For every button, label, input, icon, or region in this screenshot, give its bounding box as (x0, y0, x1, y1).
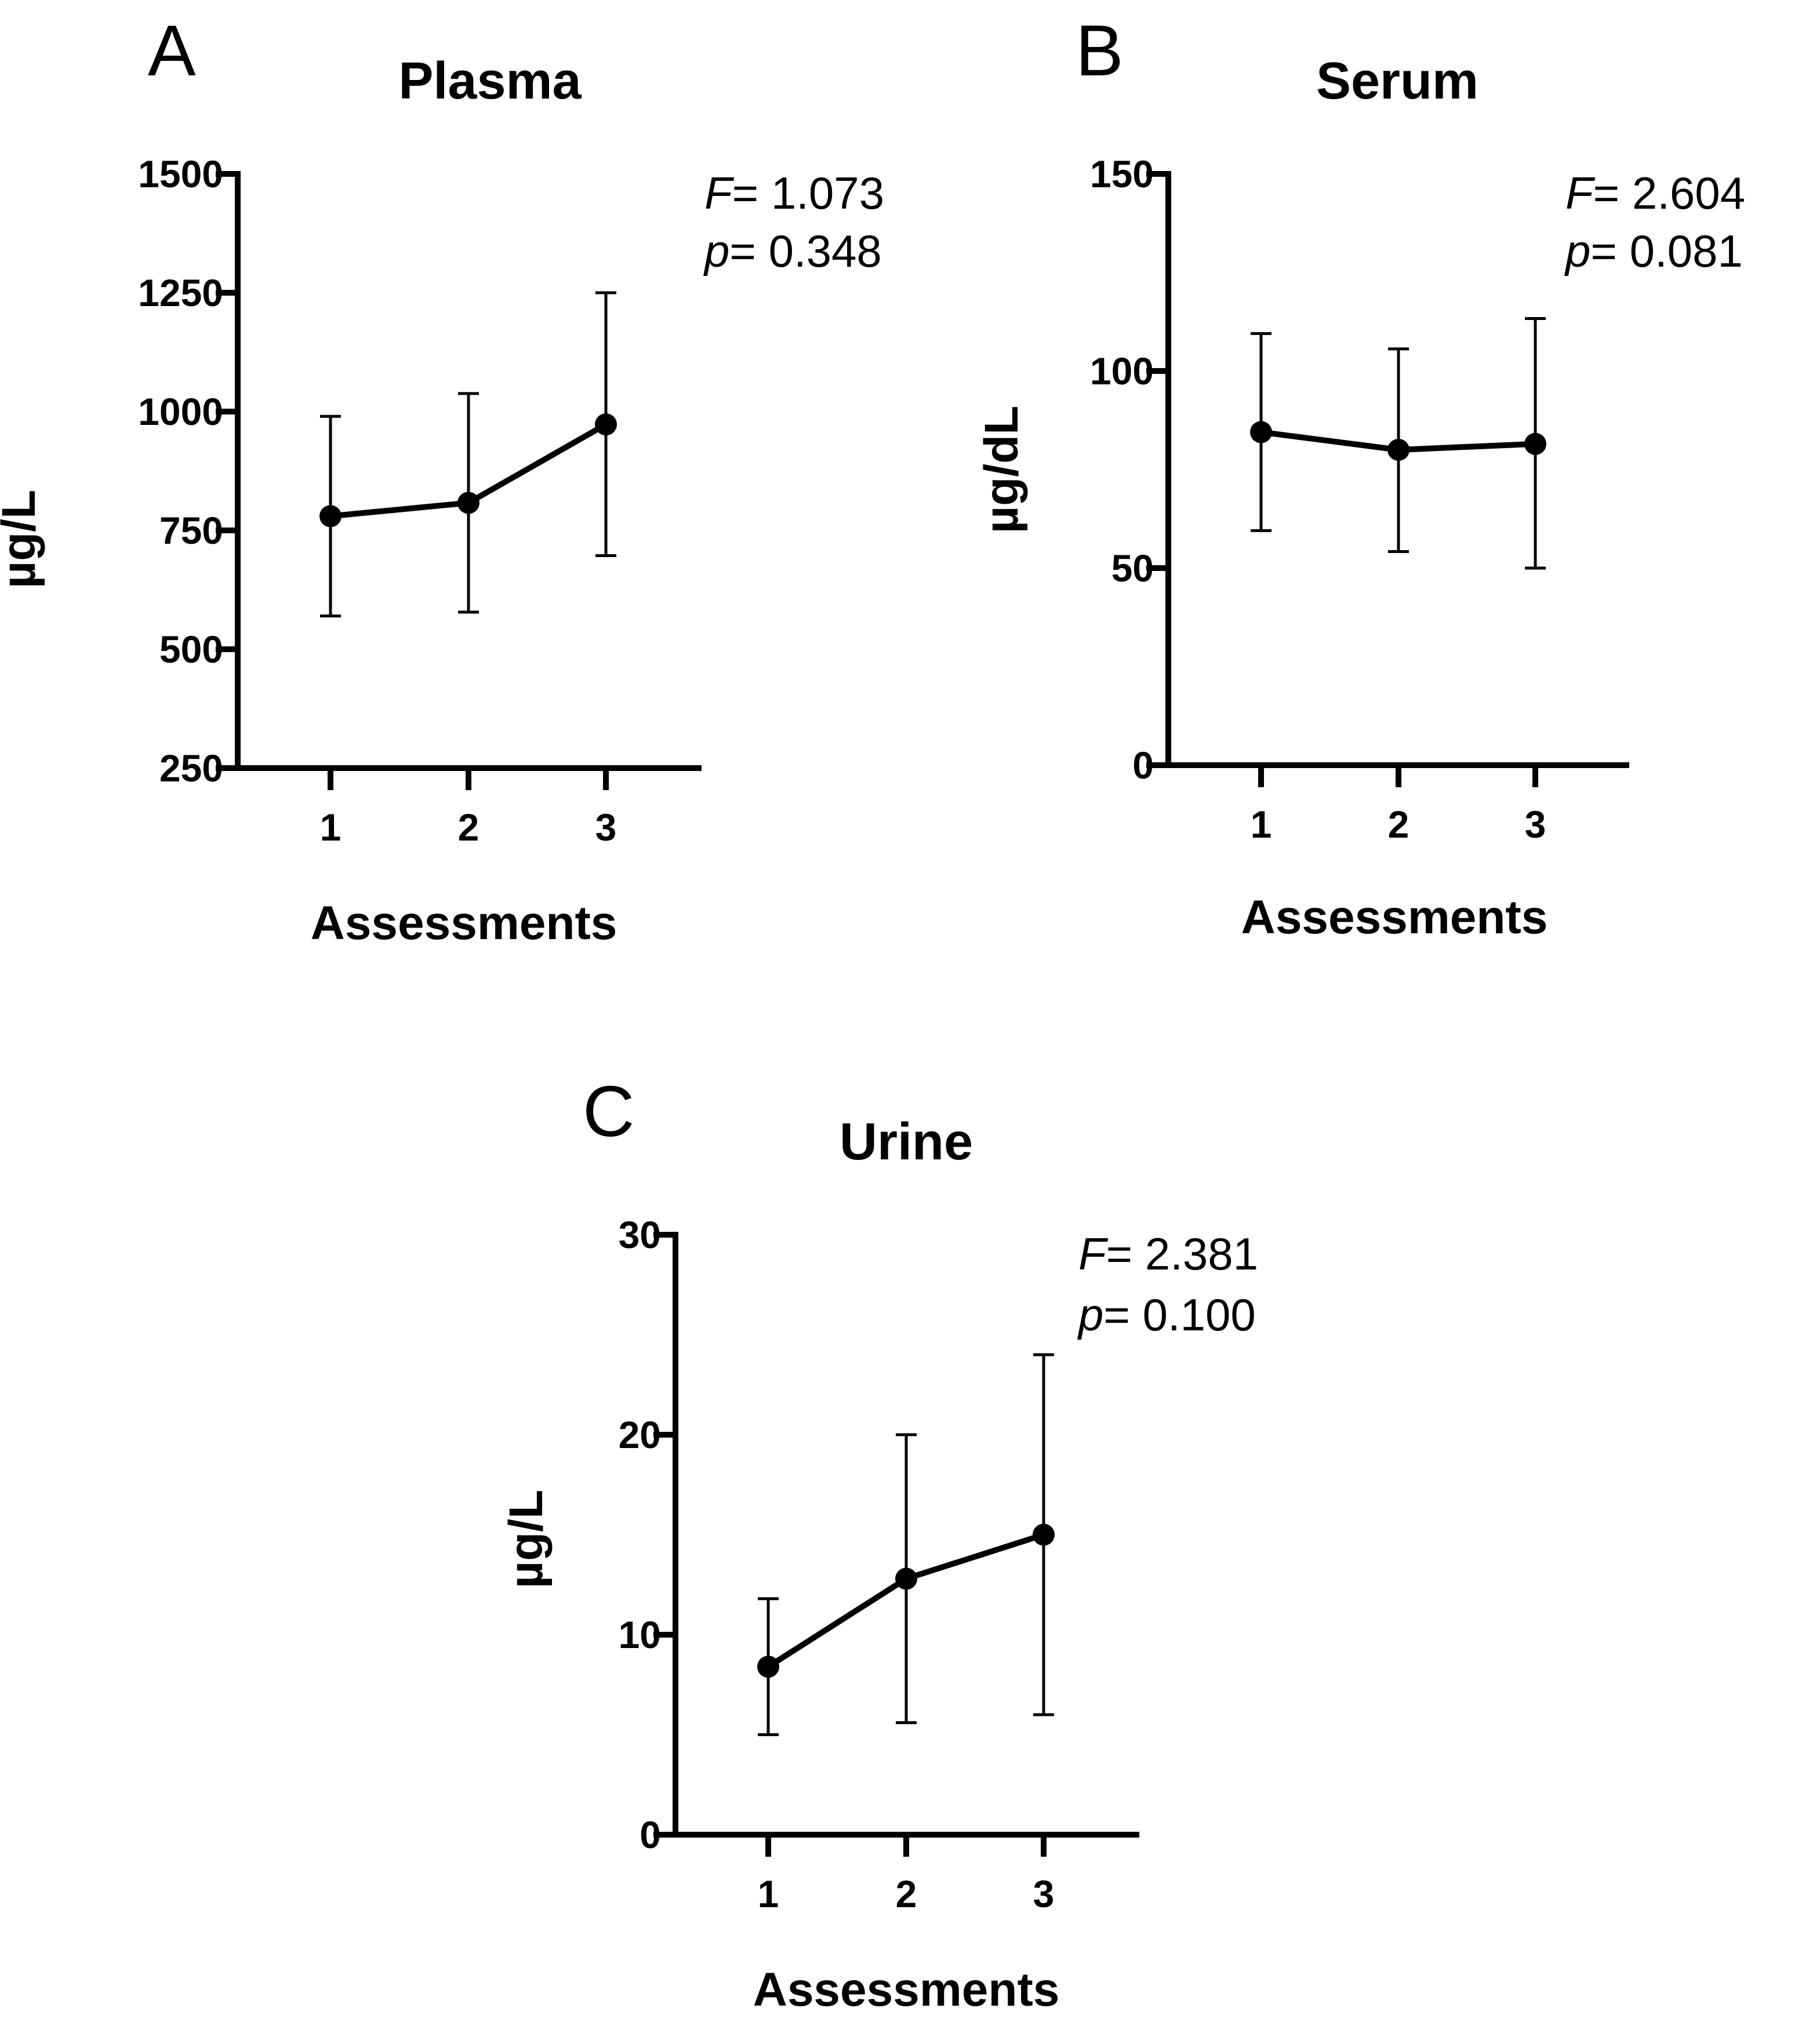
f-statistic: F= 2.381 (1078, 1228, 1258, 1279)
y-tick-label: 30 (619, 1213, 661, 1256)
chart-title: Urine (840, 1113, 973, 1171)
chart-title: Plasma (398, 52, 582, 110)
y-axis-title: µg/L (0, 490, 45, 588)
f-statistic: F= 1.073 (704, 168, 884, 219)
y-tick-label: 1250 (138, 271, 223, 314)
x-tick-label: 3 (1033, 1872, 1055, 1915)
y-tick-label: 0 (640, 1813, 661, 1856)
p-value: p= 0.100 (1077, 1289, 1256, 1340)
y-axis-title: µg/L (500, 1490, 553, 1588)
y-axis-title: µg/dL (975, 406, 1028, 533)
data-point (319, 505, 342, 528)
x-axis-title: Assessments (311, 897, 617, 950)
data-point (1387, 439, 1409, 461)
x-tick-label: 2 (1388, 803, 1409, 846)
x-tick-label: 1 (1251, 803, 1272, 846)
chart-title: Serum (1316, 52, 1478, 110)
y-tick-label: 750 (159, 509, 223, 552)
y-tick-label: 10 (619, 1613, 661, 1656)
y-tick-label: 1500 (138, 152, 223, 195)
x-tick-label: 3 (1525, 803, 1546, 846)
f-statistic: F= 2.604 (1565, 168, 1745, 219)
x-axis-title: Assessments (753, 1963, 1060, 2016)
y-tick-label: 150 (1090, 152, 1154, 195)
y-tick-label: 250 (159, 747, 223, 790)
x-axis-title: Assessments (1241, 891, 1548, 944)
data-point (1524, 432, 1546, 455)
panel-plasma: A Plasma F= 1.073 p= 0.348 µg/L Assessme… (0, 11, 884, 950)
x-tick-label: 1 (320, 806, 342, 849)
p-value: p= 0.081 (1564, 225, 1743, 277)
x-tick-label: 2 (458, 806, 479, 849)
panel-letter: A (148, 11, 196, 91)
panel-serum: B Serum F= 2.604 p= 0.081 µg/dL Assessme… (975, 11, 1745, 944)
data-point (457, 492, 479, 514)
x-tick-label: 1 (758, 1872, 779, 1915)
x-tick-label: 3 (595, 806, 617, 849)
panel-letter: C (583, 1072, 635, 1152)
panel-letter: B (1076, 11, 1124, 91)
x-tick-label: 2 (896, 1872, 917, 1915)
data-point (1250, 421, 1272, 443)
y-tick-label: 50 (1111, 547, 1154, 590)
y-tick-label: 20 (619, 1413, 661, 1456)
y-tick-label: 1000 (138, 390, 223, 433)
y-tick-label: 0 (1132, 744, 1154, 787)
data-point (895, 1567, 917, 1590)
panel-urine: C Urine F= 2.381 p= 0.100 µg/L Assessmen… (500, 1072, 1258, 2016)
data-point (757, 1656, 779, 1678)
data-point (595, 413, 617, 436)
y-tick-label: 500 (159, 628, 223, 671)
p-value: p= 0.348 (703, 225, 882, 277)
y-tick-label: 100 (1090, 350, 1154, 392)
data-point (1033, 1523, 1055, 1546)
